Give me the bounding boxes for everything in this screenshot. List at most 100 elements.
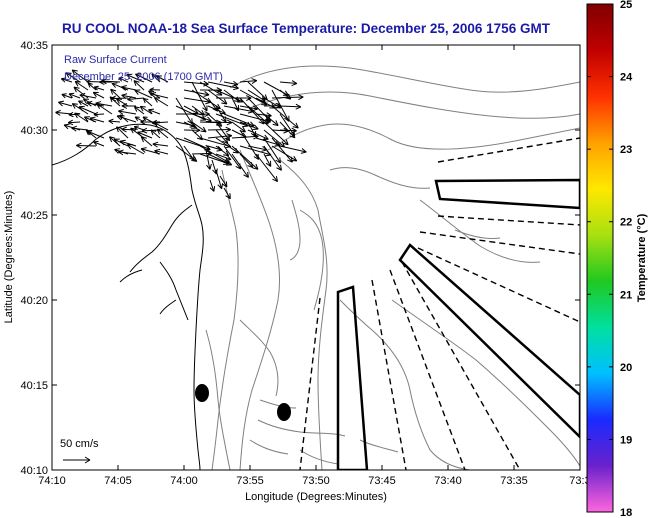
current-vector — [116, 126, 129, 139]
current-vector — [231, 145, 259, 170]
current-vector — [119, 139, 137, 147]
current-vector — [207, 119, 233, 126]
current-vector — [118, 149, 137, 156]
current-vector — [183, 145, 195, 161]
sector-dashed-lines — [299, 137, 580, 470]
current-vector — [151, 73, 161, 83]
current-vector — [153, 122, 169, 131]
current-vector — [223, 187, 231, 200]
current-vector — [191, 81, 208, 112]
current-vector — [205, 149, 212, 170]
current-vector — [239, 78, 258, 84]
surface-current-vectors — [55, 69, 307, 200]
current-vector — [127, 143, 145, 155]
current-vector — [133, 125, 145, 131]
current-vector — [118, 77, 129, 83]
current-vector — [67, 119, 81, 126]
current-vector — [263, 145, 282, 171]
current-vector — [191, 121, 207, 133]
current-vector — [96, 103, 113, 115]
current-vector — [223, 80, 239, 87]
coastline — [52, 123, 204, 470]
legend-line-1: Raw Surface Current — [64, 54, 167, 66]
current-vector — [55, 109, 73, 116]
current-vector — [263, 113, 279, 127]
current-vector — [65, 72, 81, 83]
current-vector — [271, 105, 299, 129]
current-vector — [118, 108, 137, 115]
scale-vector-arrow — [63, 456, 91, 464]
current-vector — [79, 92, 97, 99]
current-vector — [116, 98, 129, 107]
current-vector — [78, 100, 89, 107]
current-vector — [140, 136, 153, 147]
colorbar-tick-label: 22 — [620, 217, 632, 229]
colorbar-tick-label: 24 — [620, 72, 633, 84]
current-vector — [155, 75, 169, 83]
current-vector — [223, 89, 240, 103]
current-vector — [239, 153, 254, 168]
current-vector — [93, 140, 105, 147]
current-vector — [61, 93, 73, 99]
current-vector — [74, 112, 89, 123]
x-tick-label: 73:50 — [302, 475, 330, 487]
current-vector — [93, 111, 105, 117]
track-east — [434, 178, 580, 210]
track-southeast — [398, 243, 580, 439]
colorbar-tick-label: 23 — [620, 144, 632, 156]
current-vector — [150, 91, 169, 99]
y-tick-label: 40:15 — [20, 380, 48, 392]
track-south — [336, 285, 369, 470]
current-vector — [279, 127, 297, 134]
x-tick-label: 73:35 — [500, 475, 528, 487]
y-tick-label: 40:10 — [20, 465, 48, 477]
current-vector — [263, 137, 281, 164]
current-vector — [121, 85, 137, 91]
colorbar: 25 24 23 22 21 20 19 18 Temperature (°C) — [586, 0, 648, 518]
current-vector — [191, 105, 205, 116]
colorbar-tick-label: 21 — [620, 289, 632, 301]
current-vector — [191, 113, 212, 123]
current-vector — [71, 103, 89, 115]
colorbar-ticks: 25 24 23 22 21 20 19 18 — [587, 0, 633, 518]
current-vector — [215, 129, 229, 144]
current-vector — [148, 108, 161, 115]
current-vector — [121, 93, 137, 100]
current-vector — [263, 121, 289, 146]
map-title: RU COOL NOAA-18 Sea Surface Temperature:… — [62, 21, 551, 36]
current-vector — [126, 73, 145, 83]
current-vector — [207, 126, 231, 133]
current-vector — [255, 153, 279, 183]
map-area: Raw Surface Current December 25, 2006 (1… — [51, 44, 581, 471]
current-vector — [183, 105, 199, 115]
x-tick-label: 74:10 — [38, 475, 66, 487]
current-vector — [68, 92, 81, 99]
x-tick-label: 74:00 — [170, 475, 198, 487]
current-vector — [71, 69, 89, 83]
current-vector — [68, 111, 81, 118]
current-vector — [133, 106, 145, 115]
current-vector — [109, 136, 121, 147]
y-tick-label: 40:25 — [20, 210, 48, 222]
current-vector — [121, 103, 137, 109]
current-vector — [133, 80, 145, 91]
current-vector — [86, 129, 105, 139]
current-vector — [154, 97, 169, 107]
current-vector — [156, 128, 169, 139]
current-vector — [239, 121, 259, 131]
current-vector — [139, 105, 153, 115]
current-vector — [219, 175, 228, 188]
y-tick-label: 40:30 — [20, 125, 48, 137]
y-axis-label: Latitude (Degrees:Minutes) — [3, 191, 15, 324]
y-axis-ticks: 40:35 40:30 40:25 40:20 40:15 40:10 — [20, 40, 580, 477]
current-vector — [78, 105, 97, 115]
current-vector — [263, 153, 272, 167]
current-vector — [279, 89, 292, 100]
current-vector — [71, 125, 89, 132]
colorbar-tick-label: 18 — [620, 507, 632, 518]
current-vector — [207, 153, 233, 166]
colorbar-label: Temperature (°C) — [636, 213, 648, 302]
legend-line-2: December 25, 2006 (1700 GMT) — [64, 71, 223, 83]
colorbar-rect — [586, 3, 614, 513]
